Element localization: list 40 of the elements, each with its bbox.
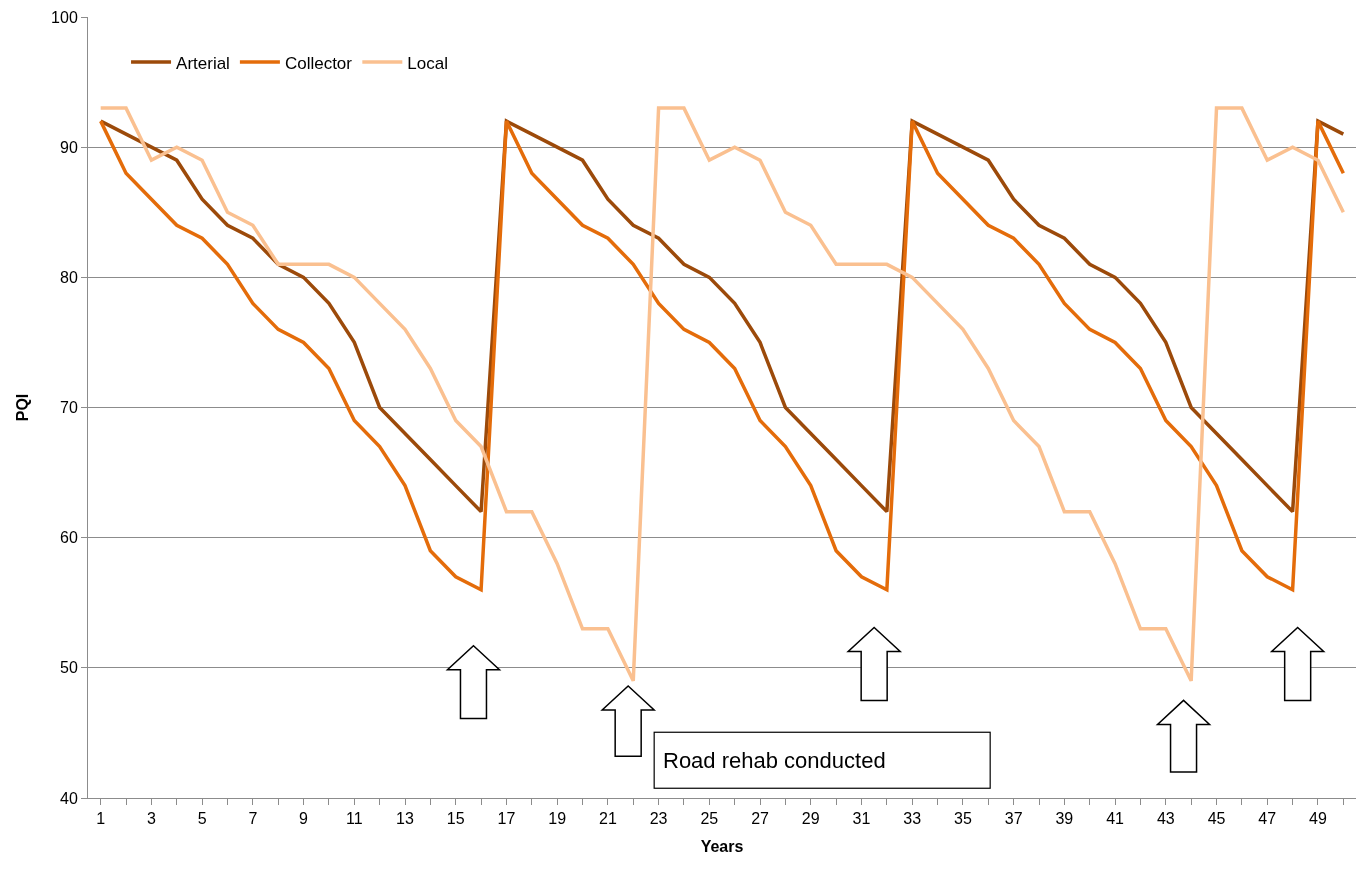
- x-tick-label: 43: [1156, 810, 1175, 828]
- annotation: Road rehab conducted: [663, 747, 886, 773]
- x-tick-label: 23: [649, 810, 668, 828]
- y-tick-label: 40: [60, 789, 78, 807]
- line-series: [98, 119, 1346, 592]
- legend-label: Collector: [284, 53, 353, 73]
- legend-label: Arterial: [176, 53, 230, 73]
- y-tick-label: 90: [60, 138, 78, 156]
- y-tick-label: 50: [60, 659, 78, 677]
- line-series: [98, 106, 1346, 683]
- x-tick-label: 1: [96, 810, 106, 828]
- y-tick-label: 80: [60, 268, 78, 286]
- x-tick-label: 37: [1004, 810, 1023, 828]
- x-tick-label: 41: [1106, 810, 1125, 828]
- x-tick-label: 39: [1055, 810, 1074, 828]
- x-tick-label: 27: [751, 810, 770, 828]
- x-tick-label: 33: [903, 810, 922, 828]
- x-tick-label: 13: [396, 810, 414, 828]
- x-tick-label: 7: [248, 810, 258, 828]
- x-tick-label: 5: [197, 810, 207, 828]
- y-tick-label: 70: [60, 399, 78, 417]
- x-tick-label: 47: [1258, 810, 1277, 828]
- x-tick-label: 17: [497, 810, 516, 828]
- x-tick-label: 21: [598, 810, 617, 828]
- x-tick-label: 29: [801, 810, 820, 828]
- x-tick-label: 19: [548, 810, 567, 828]
- x-tick-label: 15: [446, 810, 465, 828]
- x-tick-label: 31: [852, 810, 871, 828]
- x-tick-label: 9: [299, 810, 309, 828]
- y-tick-label: 60: [60, 529, 78, 547]
- x-tick-label: 35: [954, 810, 972, 828]
- x-axis-title: Years: [700, 837, 744, 855]
- x-tick-label: 49: [1309, 810, 1327, 828]
- y-axis-title: PQI: [14, 393, 31, 422]
- y-tick-label: 100: [51, 8, 78, 26]
- legend-label: Local: [407, 53, 448, 73]
- x-tick-label: 11: [345, 810, 363, 828]
- x-tick-label: 25: [700, 810, 719, 828]
- x-tick-label: 45: [1207, 810, 1226, 828]
- x-tick-label: 3: [146, 810, 156, 828]
